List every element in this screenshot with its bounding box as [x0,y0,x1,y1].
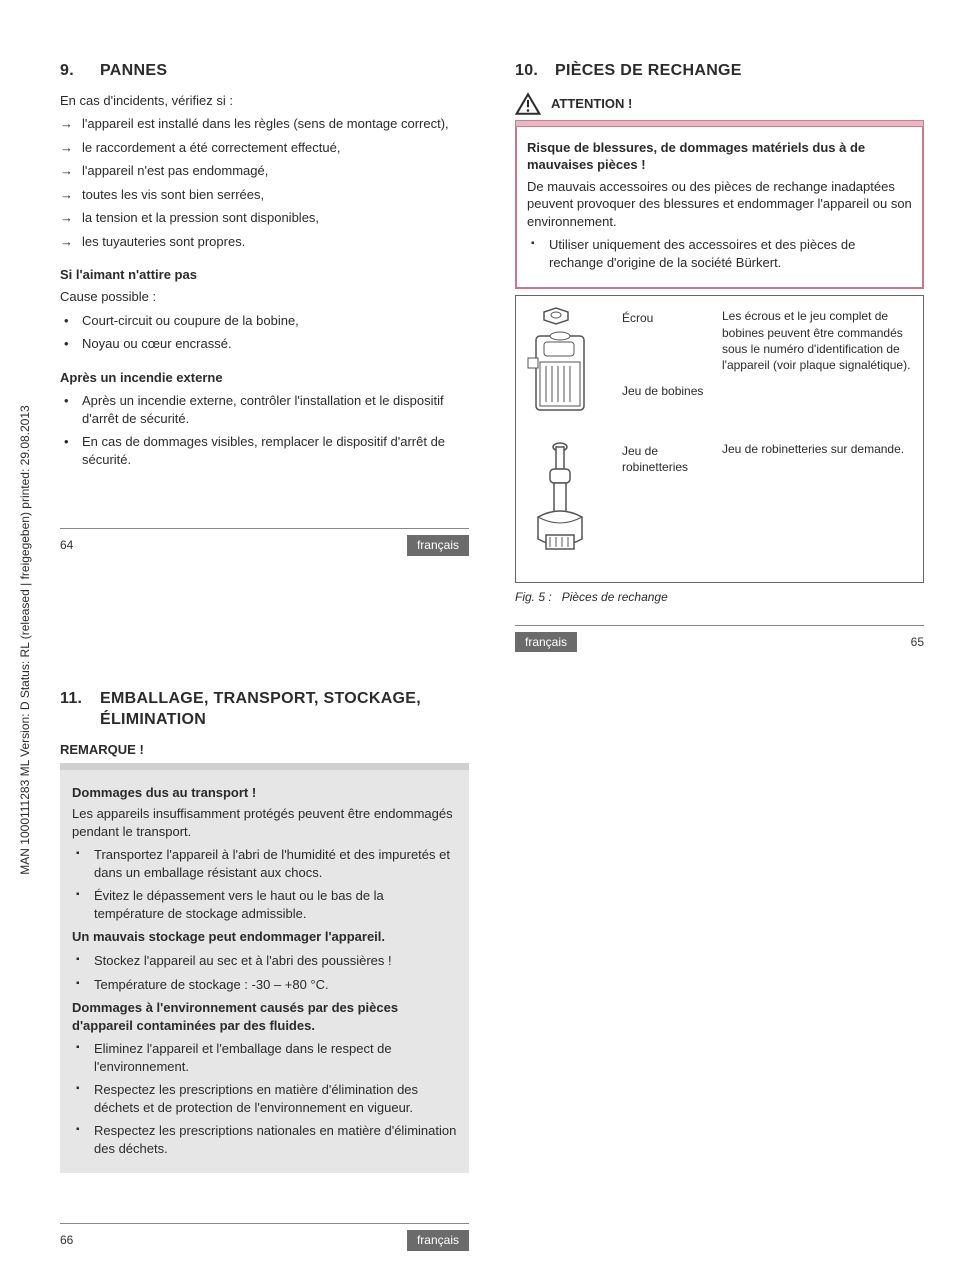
warning-triangle-icon [515,92,541,116]
label-ecrou: Écrou [622,310,712,326]
sub1-cause: Cause possible : [60,288,469,306]
box-item: Température de stockage : -30 – +80 °C. [72,976,457,994]
attention-body: De mauvais accessoires ou des pièces de … [527,178,912,231]
box-item: Respectez les prescriptions nationales e… [72,1122,457,1157]
sub1-item: Noyau ou cœur encrassé. [60,335,469,353]
figure-valve-kit-icon [526,439,612,564]
section-9-heading: 9. PANNES [60,60,469,82]
figure-label-ecrou-bobines: Écrou Jeu de bobines [622,306,712,398]
figure-nut-coil-icon [526,306,612,431]
sub1-item: Court-circuit ou coupure de la bobine, [60,312,469,330]
side-print-info: MAN 1000111283 ML Version: D Status: RL … [18,406,32,875]
section-9-intro: En cas d'incidents, vérifiez si : [60,92,469,110]
box-list-1: Transportez l'appareil à l'abri de l'hum… [72,846,457,922]
figure-caption: Fig. 5 : Pièces de rechange [515,589,924,605]
label-robinetteries: Jeu de robinetteries [622,439,712,475]
sub2-title: Après un incendie externe [60,369,469,387]
page-footer-66: 66 français [60,1223,469,1250]
box-item: Transportez l'appareil à l'abri de l'hum… [72,846,457,881]
label-bobines: Jeu de bobines [622,383,712,399]
box-list-2: Stockez l'appareil au sec et à l'abri de… [72,952,457,993]
check-item: les tuyauteries sont propres. [60,233,469,251]
figure-caption-label: Fig. 5 : [515,590,552,604]
check-item: le raccordement a été correctement effec… [60,139,469,157]
section-10-number: 10. [515,60,541,82]
attention-bold: Risque de blessures, de dommages matérie… [527,139,912,174]
box-item: Évitez le dépassement vers le haut ou le… [72,887,457,922]
attention-bullets: Utiliser uniquement des accessoires et d… [527,236,912,271]
box-h2: Un mauvais stockage peut endommager l'ap… [72,928,457,946]
page-number: 66 [60,1232,73,1248]
sub2-item: Après un incendie externe, contrôler l'i… [60,392,469,427]
page-number: 64 [60,537,73,553]
section-9-number: 9. [60,60,86,82]
figure-caption-text: Pièces de rechange [562,590,668,604]
section-9: 9. PANNES En cas d'incidents, vérifiez s… [60,60,469,652]
remark-label: REMARQUE ! [60,741,469,759]
box-item: Eliminez l'appareil et l'emballage dans … [72,1040,457,1075]
box-h3: Dommages à l'environnement causés par de… [72,999,457,1034]
page-footer-64: 64 français [60,528,469,555]
sub2-list: Après un incendie externe, contrôler l'i… [60,392,469,468]
box-p1: Les appareils insuffisamment protégés pe… [72,805,457,840]
box-h1: Dommages dus au transport ! [72,784,457,802]
check-item: la tension et la pression sont disponibl… [60,209,469,227]
section-9-title: PANNES [100,60,167,82]
section-11-heading: 11. EMBALLAGE, TRANSPORT, STOCKAGE, ÉLIM… [60,688,469,731]
figure-5: Écrou Jeu de bobines Les écrous et le je… [515,295,924,582]
section-11: 11. EMBALLAGE, TRANSPORT, STOCKAGE, ÉLIM… [60,688,469,1251]
check-item: l'appareil est installé dans les règles … [60,115,469,133]
remark-box: Dommages dus au transport ! Les appareil… [60,763,469,1174]
checks-list: l'appareil est installé dans les règles … [60,115,469,250]
page-footer-65: 65 français [515,625,924,652]
attention-bullet: Utiliser uniquement des accessoires et d… [527,236,912,271]
figure-desc-1: Les écrous et le jeu complet de bobines … [722,306,913,373]
sub1-list: Court-circuit ou coupure de la bobine, N… [60,312,469,353]
box-item: Respectez les prescriptions en matière d… [72,1081,457,1116]
box-item: Stockez l'appareil au sec et à l'abri de… [72,952,457,970]
box-list-3: Eliminez l'appareil et l'emballage dans … [72,1040,457,1157]
language-tag: français [407,1230,469,1250]
language-tag: français [515,632,577,652]
section-11-title: EMBALLAGE, TRANSPORT, STOCKAGE, ÉLIMINAT… [100,688,469,731]
section-10-title: PIÈCES DE RECHANGE [555,60,742,82]
check-item: l'appareil n'est pas endommagé, [60,162,469,180]
page-number: 65 [911,634,924,650]
section-11-number: 11. [60,688,86,731]
attention-label: ATTENTION ! [551,95,632,113]
section-10-heading: 10. PIÈCES DE RECHANGE [515,60,924,82]
attention-color-bar [515,120,924,127]
figure-desc-2: Jeu de robinetteries sur demande. [722,439,913,457]
sub2-item: En cas de dommages visibles, remplacer l… [60,433,469,468]
attention-box: Risque de blessures, de dommages matérie… [515,127,924,290]
section-10: 10. PIÈCES DE RECHANGE ATTENTION ! Risqu… [515,60,924,652]
check-item: toutes les vis sont bien serrées, [60,186,469,204]
sub1-title: Si l'aimant n'attire pas [60,266,469,284]
language-tag: français [407,535,469,555]
